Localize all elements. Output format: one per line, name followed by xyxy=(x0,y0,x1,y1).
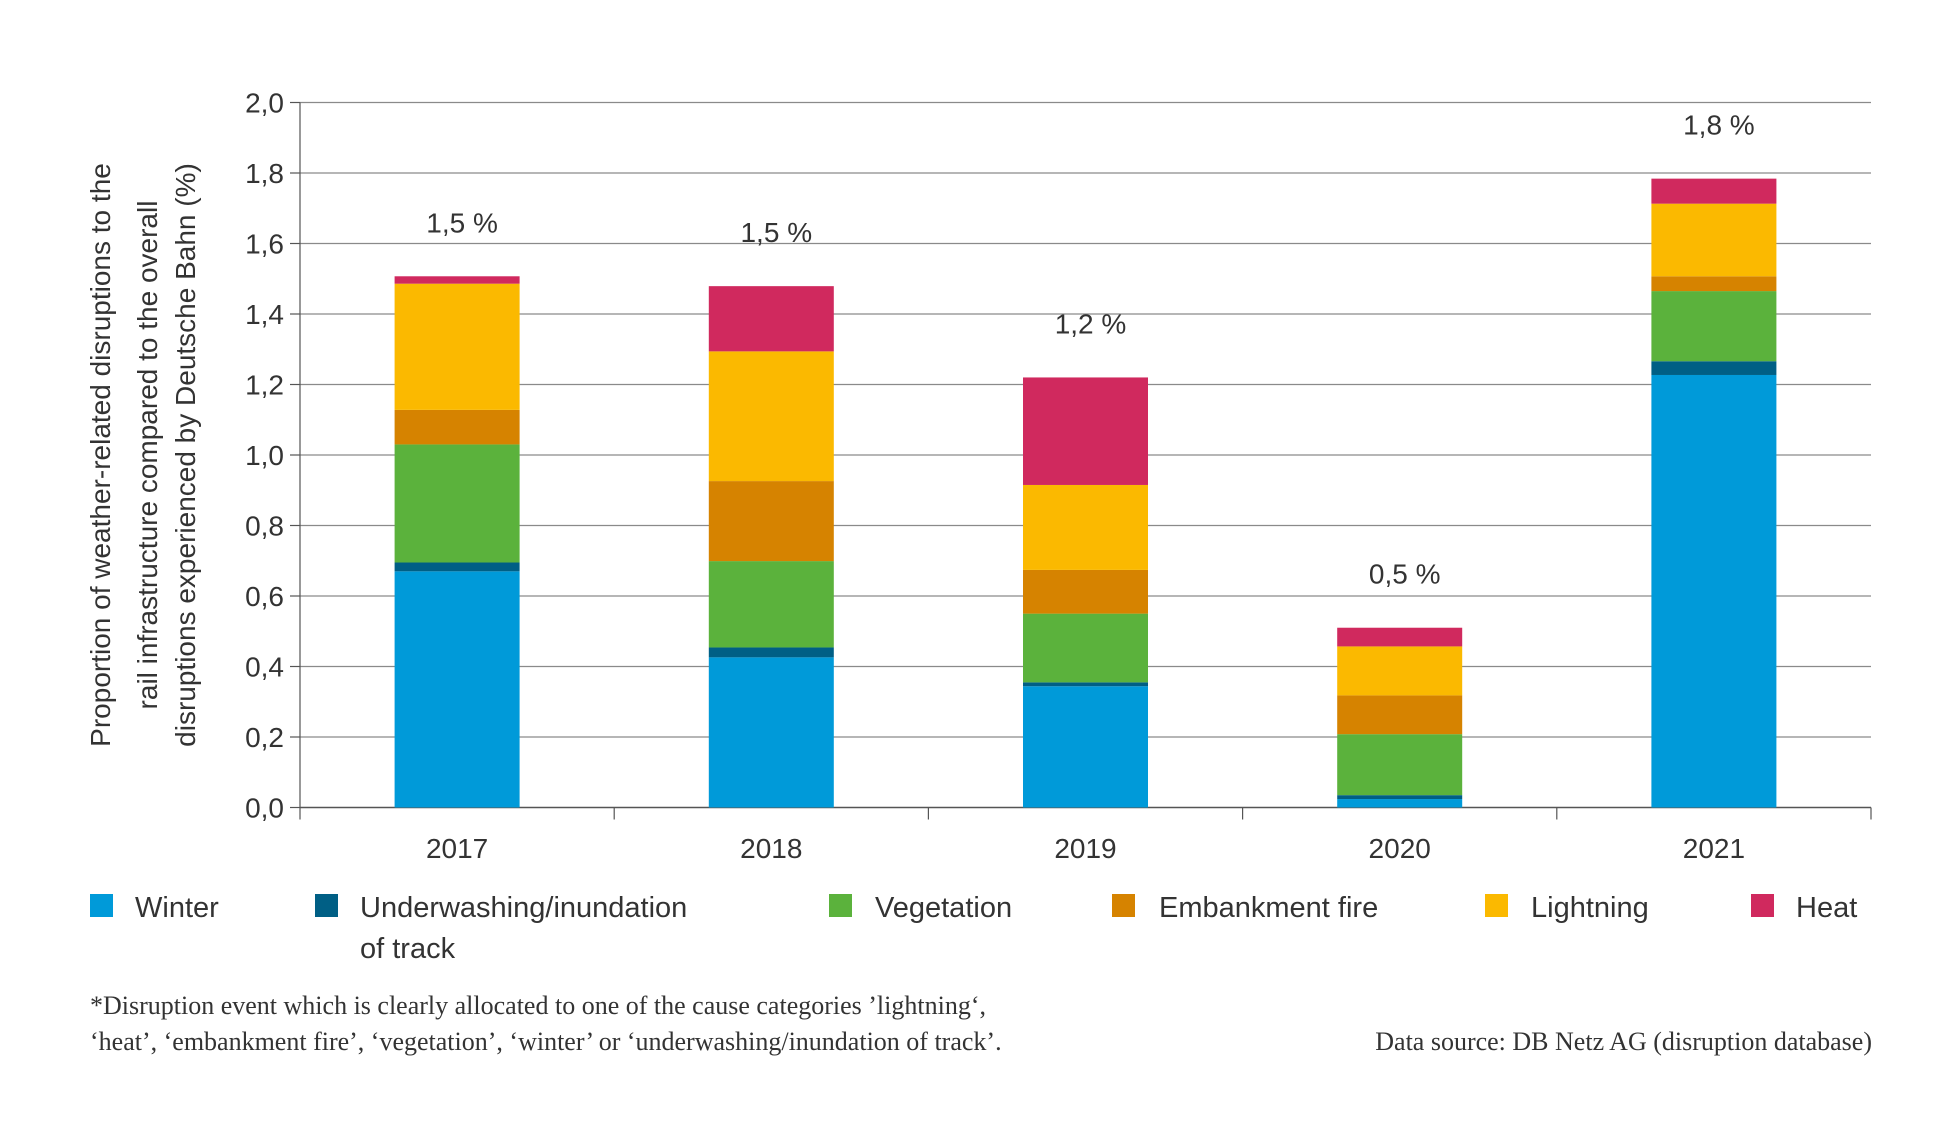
bar-segment-winter-2020 xyxy=(1337,799,1463,808)
bar-segment-embankment-fire-2020 xyxy=(1337,695,1463,735)
data-source: Data source: DB Netz AG (disruption data… xyxy=(1375,1027,1872,1056)
bar-segment-heat-2019 xyxy=(1023,377,1148,485)
legend-label: Vegetation xyxy=(875,892,1012,924)
y-tick-label: 1,2 xyxy=(245,370,284,401)
x-tick-label: 2021 xyxy=(1683,833,1745,864)
bar-segment-embankment-fire-2019 xyxy=(1023,569,1148,614)
legend: Winter Underwashing/inundation of track Veg… xyxy=(90,892,1857,965)
total-label: 0,5 % xyxy=(1369,559,1441,590)
legend-label: Lightning xyxy=(1531,892,1649,924)
bar-segment-underwashing-inundation-of-track-2021 xyxy=(1651,361,1777,375)
footnote-line-2: ‘heat’, ‘embankment fire’, ‘vegetation’,… xyxy=(90,1027,1002,1056)
legend-label: Winter xyxy=(135,892,219,924)
bar-segment-heat-2017 xyxy=(394,276,520,284)
total-label: 1,5 % xyxy=(740,217,812,248)
y-tick-label: 0,8 xyxy=(245,511,284,542)
bar-segment-lightning-2017 xyxy=(394,283,520,410)
bar-segment-heat-2020 xyxy=(1337,627,1463,647)
legend-label: of track xyxy=(360,933,456,965)
bar-segment-vegetation-2018 xyxy=(708,561,834,648)
bar-segment-winter-2019 xyxy=(1023,686,1148,808)
bar-segment-winter-2018 xyxy=(708,657,834,808)
legend-swatch xyxy=(1751,894,1774,917)
y-tick-label: 2,0 xyxy=(245,88,284,119)
bar-segment-vegetation-2021 xyxy=(1651,291,1777,362)
bar-segment-lightning-2021 xyxy=(1651,203,1777,277)
bar-segment-underwashing-inundation-of-track-2020 xyxy=(1337,795,1463,800)
legend-swatch xyxy=(1112,894,1135,917)
bar-segment-underwashing-inundation-of-track-2019 xyxy=(1023,682,1148,687)
total-label: 1,5 % xyxy=(426,207,498,238)
bar-segment-winter-2017 xyxy=(394,571,520,808)
legend-swatch xyxy=(829,894,852,917)
bar-segment-vegetation-2020 xyxy=(1337,734,1463,796)
total-label: 1,2 % xyxy=(1055,308,1127,339)
bar-segment-embankment-fire-2018 xyxy=(708,481,834,562)
x-tick-label: 2019 xyxy=(1054,833,1116,864)
x-tick-label: 2018 xyxy=(740,833,802,864)
axes: 0,0 0,2 0,4 0,6 0,8 1,0 1,2 1,4 1,6 1,8 2,0 2017 1,5… xyxy=(245,88,1872,864)
bar-segment-vegetation-2017 xyxy=(394,444,520,563)
bar-segment-heat-2021 xyxy=(1651,178,1777,204)
total-label: 1,8 % xyxy=(1683,110,1755,141)
footnote-line-1: *Disruption event which is clearly alloc… xyxy=(90,991,986,1020)
legend-swatch xyxy=(315,894,338,917)
legend-label: Heat xyxy=(1796,892,1857,924)
bar-segment-winter-2021 xyxy=(1651,374,1777,808)
bars xyxy=(394,178,1777,808)
y-tick-label: 1,8 xyxy=(245,158,284,189)
x-tick-label: 2017 xyxy=(426,833,488,864)
y-tick-label: 1,6 xyxy=(245,229,284,260)
legend-swatch xyxy=(90,894,113,917)
bar-segment-embankment-fire-2021 xyxy=(1651,276,1777,292)
y-axis-label-line: disruptions experienced by Deutsche Bahn… xyxy=(170,163,201,747)
y-axis-label-line: rail infrastructure compared to the over… xyxy=(132,201,163,710)
bar-segment-heat-2018 xyxy=(708,286,834,352)
bar-segment-underwashing-inundation-of-track-2018 xyxy=(708,647,834,658)
y-tick-label: 0,4 xyxy=(245,652,284,683)
bar-segment-lightning-2019 xyxy=(1023,484,1148,570)
legend-label: Embankment fire xyxy=(1159,892,1378,924)
y-tick-label: 0,6 xyxy=(245,581,284,612)
legend-swatch xyxy=(1485,894,1508,917)
bar-segment-vegetation-2019 xyxy=(1023,613,1148,683)
bar-segment-lightning-2018 xyxy=(708,351,834,482)
legend-label: Underwashing/inundation xyxy=(360,892,687,924)
y-tick-label: 1,4 xyxy=(245,299,284,330)
y-tick-label: 0,2 xyxy=(245,722,284,753)
bar-segment-underwashing-inundation-of-track-2017 xyxy=(394,562,520,572)
bar-segment-embankment-fire-2017 xyxy=(394,409,520,445)
y-axis-label: Proportion of weather-related disruption… xyxy=(85,163,201,747)
y-axis-label-line: Proportion of weather-related disruption… xyxy=(85,163,116,747)
y-tick-label: 1,0 xyxy=(245,440,284,471)
x-tick-label: 2020 xyxy=(1369,833,1431,864)
y-tick-label: 0,0 xyxy=(245,793,284,824)
bar-segment-lightning-2020 xyxy=(1337,646,1463,696)
